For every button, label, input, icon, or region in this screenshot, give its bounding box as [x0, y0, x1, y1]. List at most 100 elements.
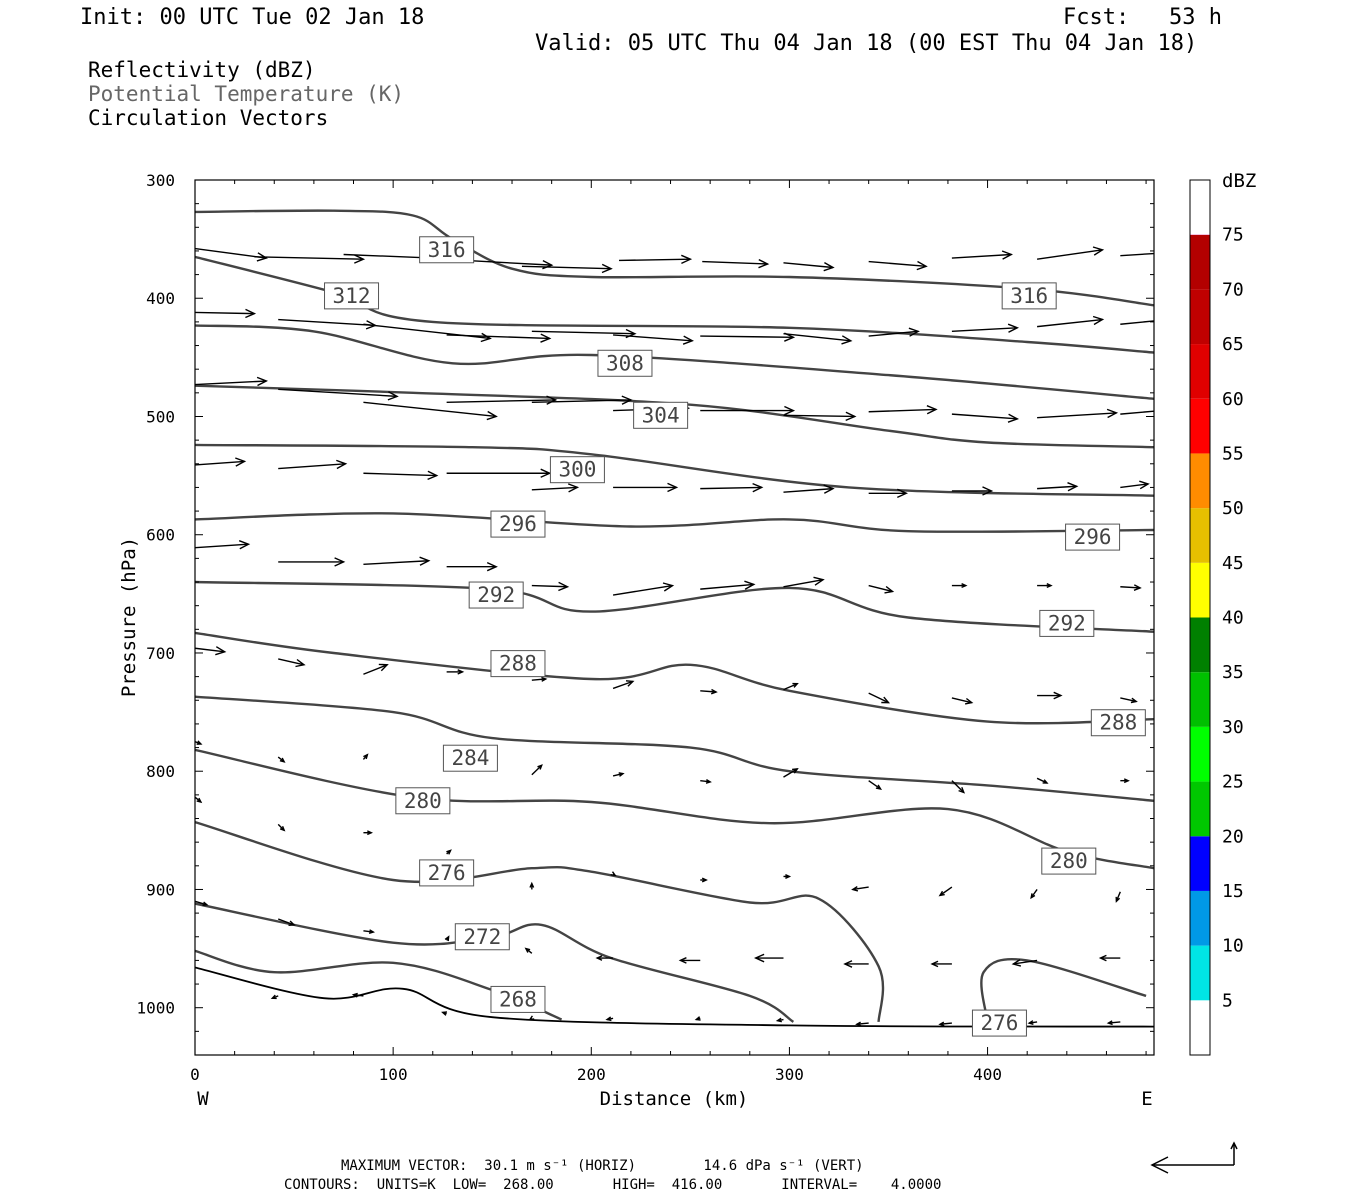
circulation-vector [441, 1011, 448, 1016]
colorbar-level-label: 40 [1222, 608, 1244, 629]
plot-frame [194, 179, 1155, 1056]
contour-label-276: 276 [419, 859, 475, 887]
reference-vector [1150, 1141, 1238, 1174]
theta-contour-304 [195, 384, 1154, 449]
svg-text:280: 280 [404, 789, 442, 813]
circulation-vector [278, 459, 348, 470]
circulation-vector [1120, 778, 1130, 784]
colorbar-segment [1190, 672, 1210, 727]
colorbar-level-label: 5 [1222, 990, 1233, 1011]
colorbar-segment [1190, 234, 1210, 290]
colorbar-segment [1190, 781, 1210, 837]
contour-label-296: 296 [490, 510, 546, 538]
svg-text:316: 316 [428, 238, 466, 262]
colorbar-segment [1190, 562, 1210, 618]
circulation-vector [270, 994, 279, 1000]
circulation-vector [524, 947, 533, 954]
circulation-vector [938, 886, 953, 897]
circulation-vector [195, 740, 203, 745]
y-axis-label: Pressure (hPa) [118, 537, 140, 697]
contour-label-316: 316 [419, 236, 475, 264]
svg-text:296: 296 [499, 512, 537, 536]
circulation-vector [1120, 252, 1154, 257]
circulation-vector [363, 830, 374, 836]
circulation-vector [700, 405, 796, 416]
circulation-vector [753, 953, 784, 963]
circulation-vector [363, 929, 376, 934]
circulation-vector [363, 556, 431, 566]
contour-label-292: 292 [1039, 609, 1095, 637]
colorbar-unit: dBZ [1222, 170, 1256, 192]
colorbar-level-label: 10 [1222, 936, 1244, 957]
circulation-vector [613, 403, 691, 414]
circulation-vector [278, 557, 346, 567]
circulation-vector [613, 482, 679, 493]
circulation-vector [277, 823, 286, 832]
circulation-vector [951, 486, 994, 496]
circulation-vector [195, 646, 227, 656]
svg-text:292: 292 [477, 583, 515, 607]
circulation-vector [868, 692, 891, 704]
colorbar-level-label: 60 [1222, 389, 1244, 410]
contour-info-note: CONTOURS: UNITS=K LOW= 268.00 HIGH= 416.… [284, 1177, 942, 1193]
svg-text:284: 284 [451, 746, 489, 770]
contour-label-272: 272 [454, 923, 510, 951]
y-tick-label: 800 [146, 762, 175, 781]
circulation-vector [605, 1016, 614, 1022]
theta-contour-280 [195, 748, 1154, 870]
circulation-vector [529, 881, 535, 890]
circulation-vectors [195, 246, 1154, 1027]
svg-text:292: 292 [1048, 611, 1086, 635]
colorbar-segment [1190, 289, 1210, 345]
colorbar-level-label: 70 [1222, 279, 1244, 300]
circulation-vector [613, 334, 694, 345]
y-tick-label: 1000 [136, 999, 175, 1018]
circulation-vector [951, 323, 1020, 333]
contour-label-288: 288 [1090, 709, 1146, 737]
circulation-vector [783, 484, 835, 494]
x-tick-label: 100 [379, 1065, 408, 1084]
circulation-vector [700, 688, 718, 695]
axes: 300 400 500 600 700 800 900 1000 0 100 200 300 400 [136, 171, 1154, 1084]
circulation-vector [446, 395, 558, 405]
circulation-vector [612, 772, 625, 777]
colorbar-level-label: 75 [1222, 225, 1244, 246]
circulation-vector [351, 992, 364, 998]
circulation-vector [868, 405, 938, 415]
theta-contour-316 [195, 209, 1154, 307]
circulation-vector [868, 780, 883, 790]
circulation-vector [195, 247, 268, 262]
circulation-vector [868, 260, 928, 271]
colorbar-segment [1190, 945, 1210, 1001]
colorbar-segment [1190, 890, 1210, 946]
circulation-vector [442, 258, 554, 270]
contour-label-288: 288 [490, 650, 546, 678]
svg-text:308: 308 [606, 351, 644, 375]
circulation-vector [521, 263, 613, 274]
circulation-vector [531, 395, 633, 405]
circulation-vector [531, 328, 637, 339]
circulation-vector [1106, 1020, 1121, 1026]
forecast-hour: Fcst: 53 h [1063, 5, 1222, 30]
circulation-vector [446, 468, 552, 478]
circulation-vector [702, 258, 770, 269]
y-tick-label: 400 [146, 289, 175, 308]
circulation-vector [783, 411, 857, 422]
colorbar-segment [1190, 617, 1210, 673]
colorbar-segment [1190, 180, 1210, 235]
circulation-vector [444, 935, 450, 942]
field-label-potential-temperature: Potential Temperature (K) [88, 82, 405, 106]
circulation-vector [446, 561, 498, 572]
colorbar-segment [1190, 508, 1210, 563]
colorbar-segment [1190, 344, 1210, 399]
circulation-vector [868, 327, 920, 337]
svg-text:288: 288 [499, 652, 537, 676]
contour-label-284: 284 [442, 744, 498, 772]
circulation-vector [951, 780, 966, 794]
circulation-vector [531, 676, 548, 682]
circulation-vector [531, 764, 543, 776]
circulation-vector [1037, 482, 1079, 492]
theta-contour-296 [195, 512, 1154, 533]
circulation-vector [278, 658, 306, 668]
